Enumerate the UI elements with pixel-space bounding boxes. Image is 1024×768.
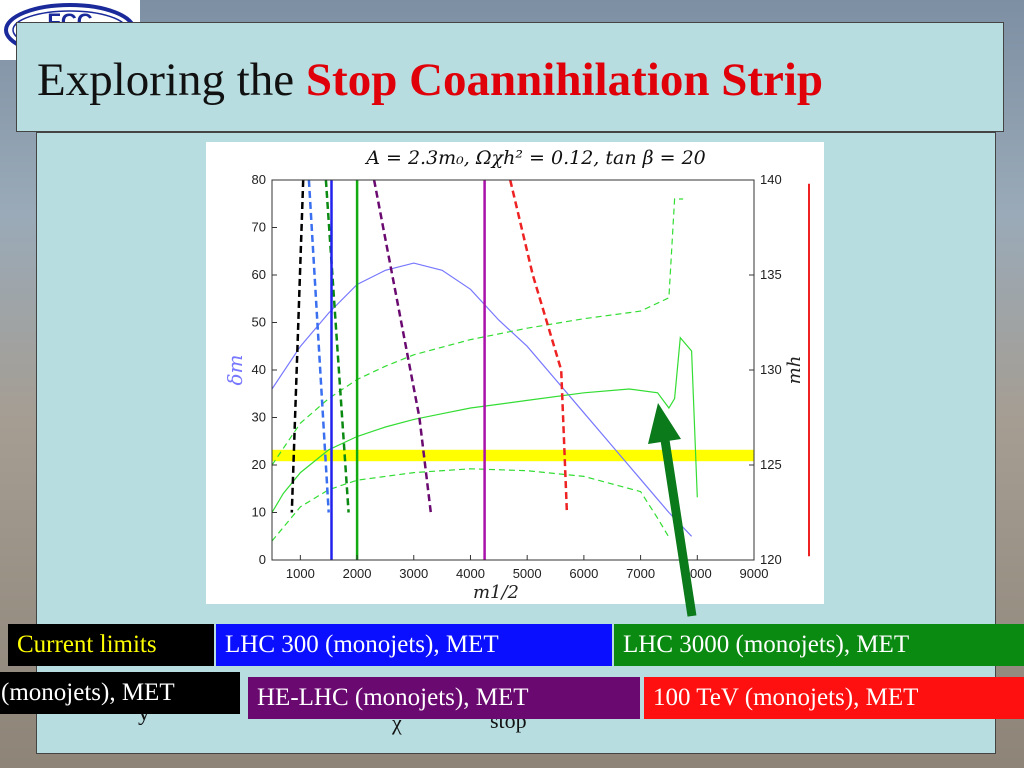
y2-axis-label: mh (784, 356, 805, 385)
y-tick-label: 70 (252, 220, 266, 235)
y-tick-label: 40 (252, 362, 266, 377)
title-box: Exploring the Stop Coannihilation Strip (16, 22, 1004, 132)
label-lhc3000: LHC 3000 (monojets), MET (614, 624, 1024, 666)
title-prefix: Exploring the (37, 54, 306, 106)
label-monojets-fragment: (monojets), MET (0, 672, 240, 714)
series-mh_lower (271, 468, 670, 542)
label-lhc300: LHC 300 (monojets), MET (216, 624, 612, 666)
y-tick-label: 10 (252, 505, 266, 520)
x-tick-label: 7000 (626, 566, 655, 581)
label-helhc: HE-LHC (monojets), MET (248, 677, 640, 719)
y-tick-label: 20 (252, 457, 266, 472)
x-tick-label: 5000 (513, 566, 542, 581)
x-tick-label: 8000 (683, 566, 712, 581)
slide-title: Exploring the Stop Coannihilation Strip (37, 53, 823, 107)
x-tick-label: 1000 (286, 566, 315, 581)
series-tev100_dashed (508, 179, 569, 513)
x-tick-label: 4000 (456, 566, 485, 581)
x-tick-label: 6000 (569, 566, 598, 581)
x-tick-label: 9000 (740, 566, 769, 581)
label-100tev: 100 TeV (monojets), MET (644, 677, 1024, 719)
x-tick-label: 3000 (399, 566, 428, 581)
y2-tick-label: 140 (760, 172, 782, 187)
series-mh_upper (271, 198, 684, 466)
series-helhc_dashed (372, 179, 433, 513)
y2-tick-label: 125 (760, 457, 782, 472)
series-mh_central (271, 336, 698, 513)
label-current-limits: Current limits (8, 624, 214, 666)
mh-band (272, 449, 754, 462)
series-lhc3000_dashed (324, 179, 350, 513)
series-lhc300_dashed (307, 179, 330, 513)
x-tick-label: 2000 (343, 566, 372, 581)
chart-title: A = 2.3m₀, Ωχh² = 0.12, tan β = 20 (364, 147, 706, 169)
y-tick-label: 0 (259, 552, 266, 567)
y-tick-label: 60 (252, 267, 266, 282)
x-axis-label: m1/2 (473, 582, 519, 603)
chart-frame: A = 2.3m₀, Ωχh² = 0.12, tan β = 20 1000 2… (206, 142, 824, 604)
y-tick-label: 80 (252, 172, 266, 187)
y2-tick-label: 120 (760, 552, 782, 567)
plot-frame (271, 179, 755, 561)
y2-tick-label: 135 (760, 267, 782, 282)
y2-tick-label: 130 (760, 362, 782, 377)
y-tick-label: 30 (252, 410, 266, 425)
y-axis-label: δm (223, 354, 247, 385)
bottom-text-chi: χ (392, 710, 402, 735)
series-current (290, 179, 305, 513)
y-tick-label: 50 (252, 315, 266, 330)
title-highlight: Stop Coannihilation Strip (305, 54, 824, 106)
chart: A = 2.3m₀, Ωχh² = 0.12, tan β = 20 1000 2… (223, 147, 810, 603)
